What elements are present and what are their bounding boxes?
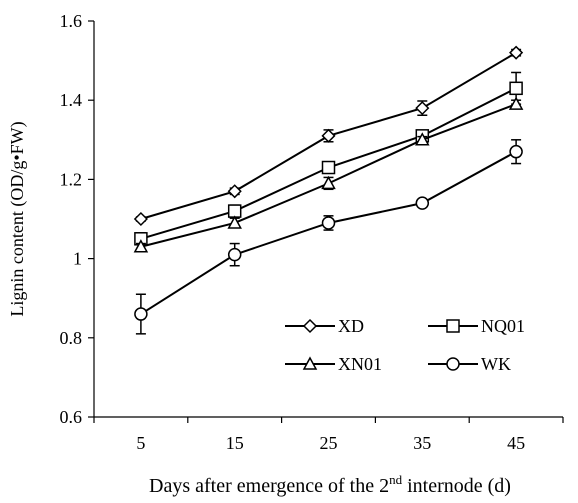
data-point bbox=[509, 81, 523, 96]
data-point bbox=[415, 101, 430, 116]
y-tick-label: 1.2 bbox=[60, 169, 83, 189]
legend-label: XD bbox=[338, 316, 364, 336]
legend-item-xn01: XN01 bbox=[285, 354, 382, 374]
y-axis-ticks: 0.6 0.8 1 1.2 1.4 1.6 bbox=[60, 11, 94, 427]
x-axis-label-superscript: nd bbox=[389, 472, 403, 487]
legend-item-wk: WK bbox=[428, 354, 511, 374]
y-axis-label: Lignin content (OD/g•FW) bbox=[7, 121, 28, 316]
x-axis-ticks: 5 15 25 35 45 bbox=[93, 417, 564, 453]
data-point bbox=[133, 239, 149, 253]
data-point bbox=[227, 247, 242, 262]
legend-label: NQ01 bbox=[481, 316, 525, 336]
legend-item-xd: XD bbox=[285, 316, 364, 336]
x-axis-label-main: Days after emergence of the 2 bbox=[149, 475, 389, 497]
x-tick-label: 5 bbox=[136, 433, 145, 453]
series-xn01 bbox=[133, 96, 524, 253]
y-tick-label: 1.6 bbox=[60, 11, 83, 31]
data-point bbox=[415, 196, 430, 210]
data-point bbox=[509, 45, 524, 60]
series-nq01 bbox=[134, 71, 523, 246]
data-point bbox=[415, 132, 430, 146]
y-tick-label: 1 bbox=[73, 249, 82, 269]
data-point bbox=[321, 128, 336, 143]
x-tick-label: 35 bbox=[413, 433, 431, 453]
legend-marker bbox=[446, 357, 460, 371]
data-point bbox=[321, 160, 336, 175]
x-axis-label: Days after emergence of the 2nd internod… bbox=[149, 472, 511, 497]
data-point bbox=[509, 144, 523, 159]
x-tick-label: 25 bbox=[320, 433, 338, 453]
data-point bbox=[133, 211, 148, 227]
x-axis-label-tail: internode (d) bbox=[402, 475, 511, 497]
legend-item-nq01: NQ01 bbox=[428, 316, 525, 336]
plot-area bbox=[93, 21, 563, 418]
legend-label: WK bbox=[481, 354, 511, 374]
legend-marker bbox=[302, 356, 318, 370]
series-xd bbox=[133, 45, 524, 227]
y-tick-label: 0.6 bbox=[60, 407, 83, 427]
legend-marker bbox=[302, 318, 318, 334]
y-tick-label: 1.4 bbox=[60, 90, 83, 110]
data-point bbox=[227, 184, 242, 199]
legend-label: XN01 bbox=[338, 354, 382, 374]
x-tick-label: 15 bbox=[226, 433, 244, 453]
legend-marker bbox=[446, 319, 460, 333]
data-point bbox=[134, 307, 148, 321]
legend: XD NQ01 XN01 WK bbox=[285, 316, 525, 374]
series-layer bbox=[133, 45, 524, 335]
data-point bbox=[227, 215, 242, 229]
data-point bbox=[321, 175, 336, 190]
x-tick-label: 45 bbox=[507, 433, 525, 453]
series-wk bbox=[134, 139, 523, 335]
data-point bbox=[508, 96, 524, 110]
data-point bbox=[227, 204, 242, 218]
y-tick-label: 0.8 bbox=[60, 328, 83, 348]
data-point bbox=[321, 216, 336, 230]
